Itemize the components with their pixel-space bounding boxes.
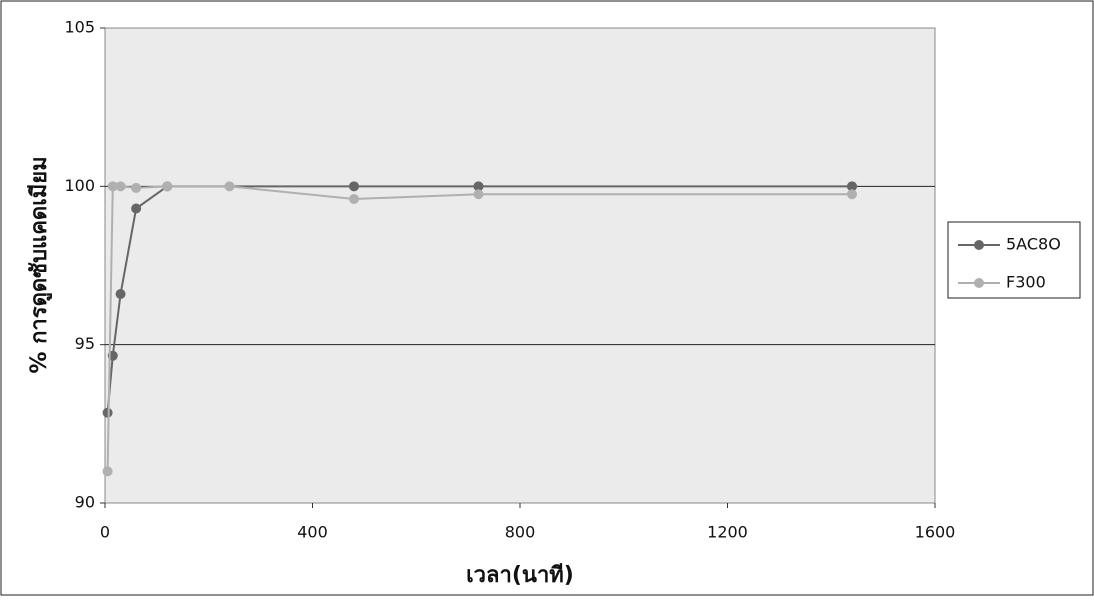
data-point [847,189,857,199]
x-tick-label: 1200 [707,523,748,542]
data-point [131,204,141,214]
y-tick-label: 95 [75,334,95,353]
legend-marker [974,240,984,250]
x-tick-label: 800 [505,523,536,542]
data-point [116,181,126,191]
data-point [474,189,484,199]
y-tick-label: 105 [64,18,95,37]
x-tick-label: 1600 [915,523,956,542]
data-point [103,466,113,476]
y-tick-label: 90 [75,493,95,512]
x-tick-label: 400 [297,523,328,542]
legend-label: 5AC8O [1006,235,1061,254]
data-point [116,289,126,299]
x-axis-label: เวลา(นาที) [466,563,574,588]
data-point [131,183,141,193]
legend-label: F300 [1006,273,1046,292]
plot-area [105,28,935,503]
data-point [349,181,359,191]
y-tick-label: 100 [64,176,95,195]
chart: เวลา(นาที) % การดูดซับแคดเมียม 90 95 100 10… [0,0,1094,596]
legend-marker [974,278,984,288]
data-point [225,181,235,191]
data-point [103,408,113,418]
data-point [162,181,172,191]
x-tick-label: 0 [100,523,110,542]
y-axis-label: % การดูดซับแคดเมียม [27,156,53,373]
data-point [349,194,359,204]
